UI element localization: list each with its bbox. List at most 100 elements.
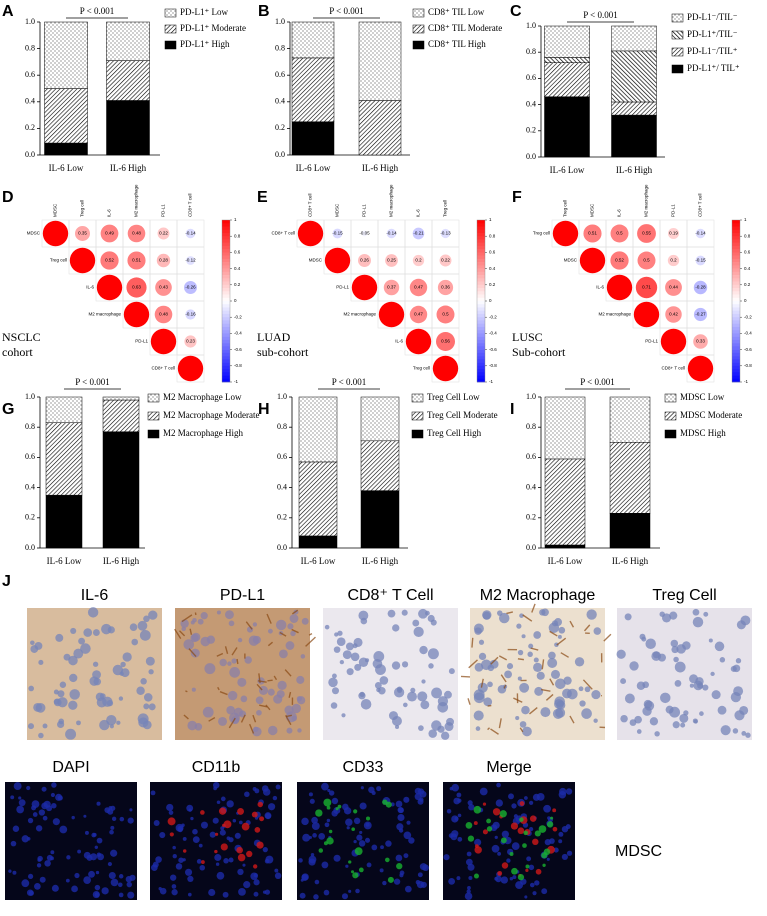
colorbar-step <box>477 294 485 299</box>
nucleus <box>331 810 338 817</box>
colorbar-step <box>477 330 485 334</box>
colorbar-step <box>732 255 740 260</box>
nucleus <box>253 891 259 897</box>
colorbar-step <box>732 297 740 302</box>
signal <box>326 837 334 845</box>
corr-circle <box>126 277 147 298</box>
colorbar-step <box>732 242 740 247</box>
stain <box>231 647 238 656</box>
x-tick-label: IL-6 High <box>362 556 399 566</box>
signal <box>535 868 542 875</box>
nucleus <box>733 686 744 697</box>
nucleus <box>225 610 234 620</box>
nucleus <box>297 696 306 705</box>
colorbar-step <box>222 281 230 286</box>
nucleus <box>464 892 473 901</box>
row-label: MDSC <box>27 231 41 236</box>
nucleus <box>80 643 91 654</box>
colorbar-step <box>222 301 230 305</box>
colorbar-tick-label: 0.4 <box>744 266 751 271</box>
nucleus <box>636 681 646 690</box>
nucleus <box>672 721 680 729</box>
colorbar-step <box>477 313 485 318</box>
nucleus <box>131 638 139 646</box>
colorbar-step <box>222 352 230 357</box>
bar-segment <box>544 544 586 549</box>
signal <box>522 843 527 848</box>
nucleus <box>59 681 67 688</box>
signal <box>546 821 554 828</box>
nucleus <box>289 614 299 623</box>
corr-circle <box>606 274 633 301</box>
signal <box>218 807 227 815</box>
corr-circle <box>665 306 682 323</box>
nucleus <box>358 840 366 847</box>
nucleus <box>148 610 158 620</box>
nucleus <box>42 815 48 821</box>
nucleus <box>494 876 499 881</box>
corr-circle <box>184 281 197 294</box>
bar-segment <box>298 535 338 549</box>
colorbar-step <box>222 320 230 324</box>
nucleus <box>397 688 403 694</box>
column-label: MDSC <box>53 203 58 217</box>
corr-label: 0.51 <box>588 231 597 236</box>
nucleus <box>68 700 78 710</box>
colorbar-step <box>222 323 230 328</box>
nucleus <box>321 861 329 869</box>
nucleus <box>466 889 471 894</box>
nucleus <box>39 876 46 883</box>
corr-circle <box>409 305 428 324</box>
nucleus <box>321 782 329 791</box>
colorbar-step <box>477 232 485 237</box>
nucleus <box>119 671 124 676</box>
nucleus <box>183 639 195 650</box>
corr-circle <box>635 276 658 299</box>
nucleus <box>219 829 226 836</box>
nucleus <box>26 785 31 791</box>
colorbar-step <box>222 223 230 227</box>
x-tick-label: IL-6 Low <box>47 556 82 566</box>
stain <box>583 624 591 632</box>
nucleus <box>37 858 42 862</box>
nucleus <box>143 693 153 702</box>
column-label: CD8+ T cell <box>308 194 313 217</box>
colorbar-tick-label: -0.8 <box>489 363 497 368</box>
nucleus <box>116 720 121 725</box>
nucleus <box>273 694 283 704</box>
legend-label: M2 Macrophage Moderate <box>163 410 259 420</box>
signal <box>550 816 554 820</box>
nucleus <box>566 850 573 856</box>
y-tick-label: 0.0 <box>25 543 35 552</box>
x-tick-label: IL-6 High <box>616 165 653 175</box>
signal <box>351 827 355 831</box>
colorbar-step <box>477 220 485 224</box>
column-label: MDSC <box>590 203 595 217</box>
x-tick-label: IL-6 Low <box>301 556 336 566</box>
nucleus <box>129 623 138 632</box>
nucleus <box>534 686 544 696</box>
signal <box>482 802 487 806</box>
signal <box>315 809 323 817</box>
stain <box>258 673 261 683</box>
nucleus <box>708 638 713 643</box>
nucleus <box>118 696 124 701</box>
corr-label: -0.12 <box>185 258 196 263</box>
nucleus <box>243 881 251 889</box>
nucleus <box>267 725 278 736</box>
nucleus <box>376 786 382 792</box>
corr-circle <box>96 274 123 301</box>
nucleus <box>360 699 372 710</box>
colorbar-step <box>222 271 230 276</box>
corr-circle <box>361 230 368 237</box>
colorbar-tick-label: 0.2 <box>234 282 241 287</box>
colorbar-tick-label: 0 <box>234 298 237 303</box>
nucleus <box>301 617 309 625</box>
nucleus <box>465 858 473 866</box>
colorbar-step <box>222 288 230 292</box>
nucleus <box>71 815 75 820</box>
nucleus <box>563 676 572 685</box>
colorbar-step <box>732 307 740 312</box>
nucleus <box>443 854 450 861</box>
stain <box>288 691 292 698</box>
